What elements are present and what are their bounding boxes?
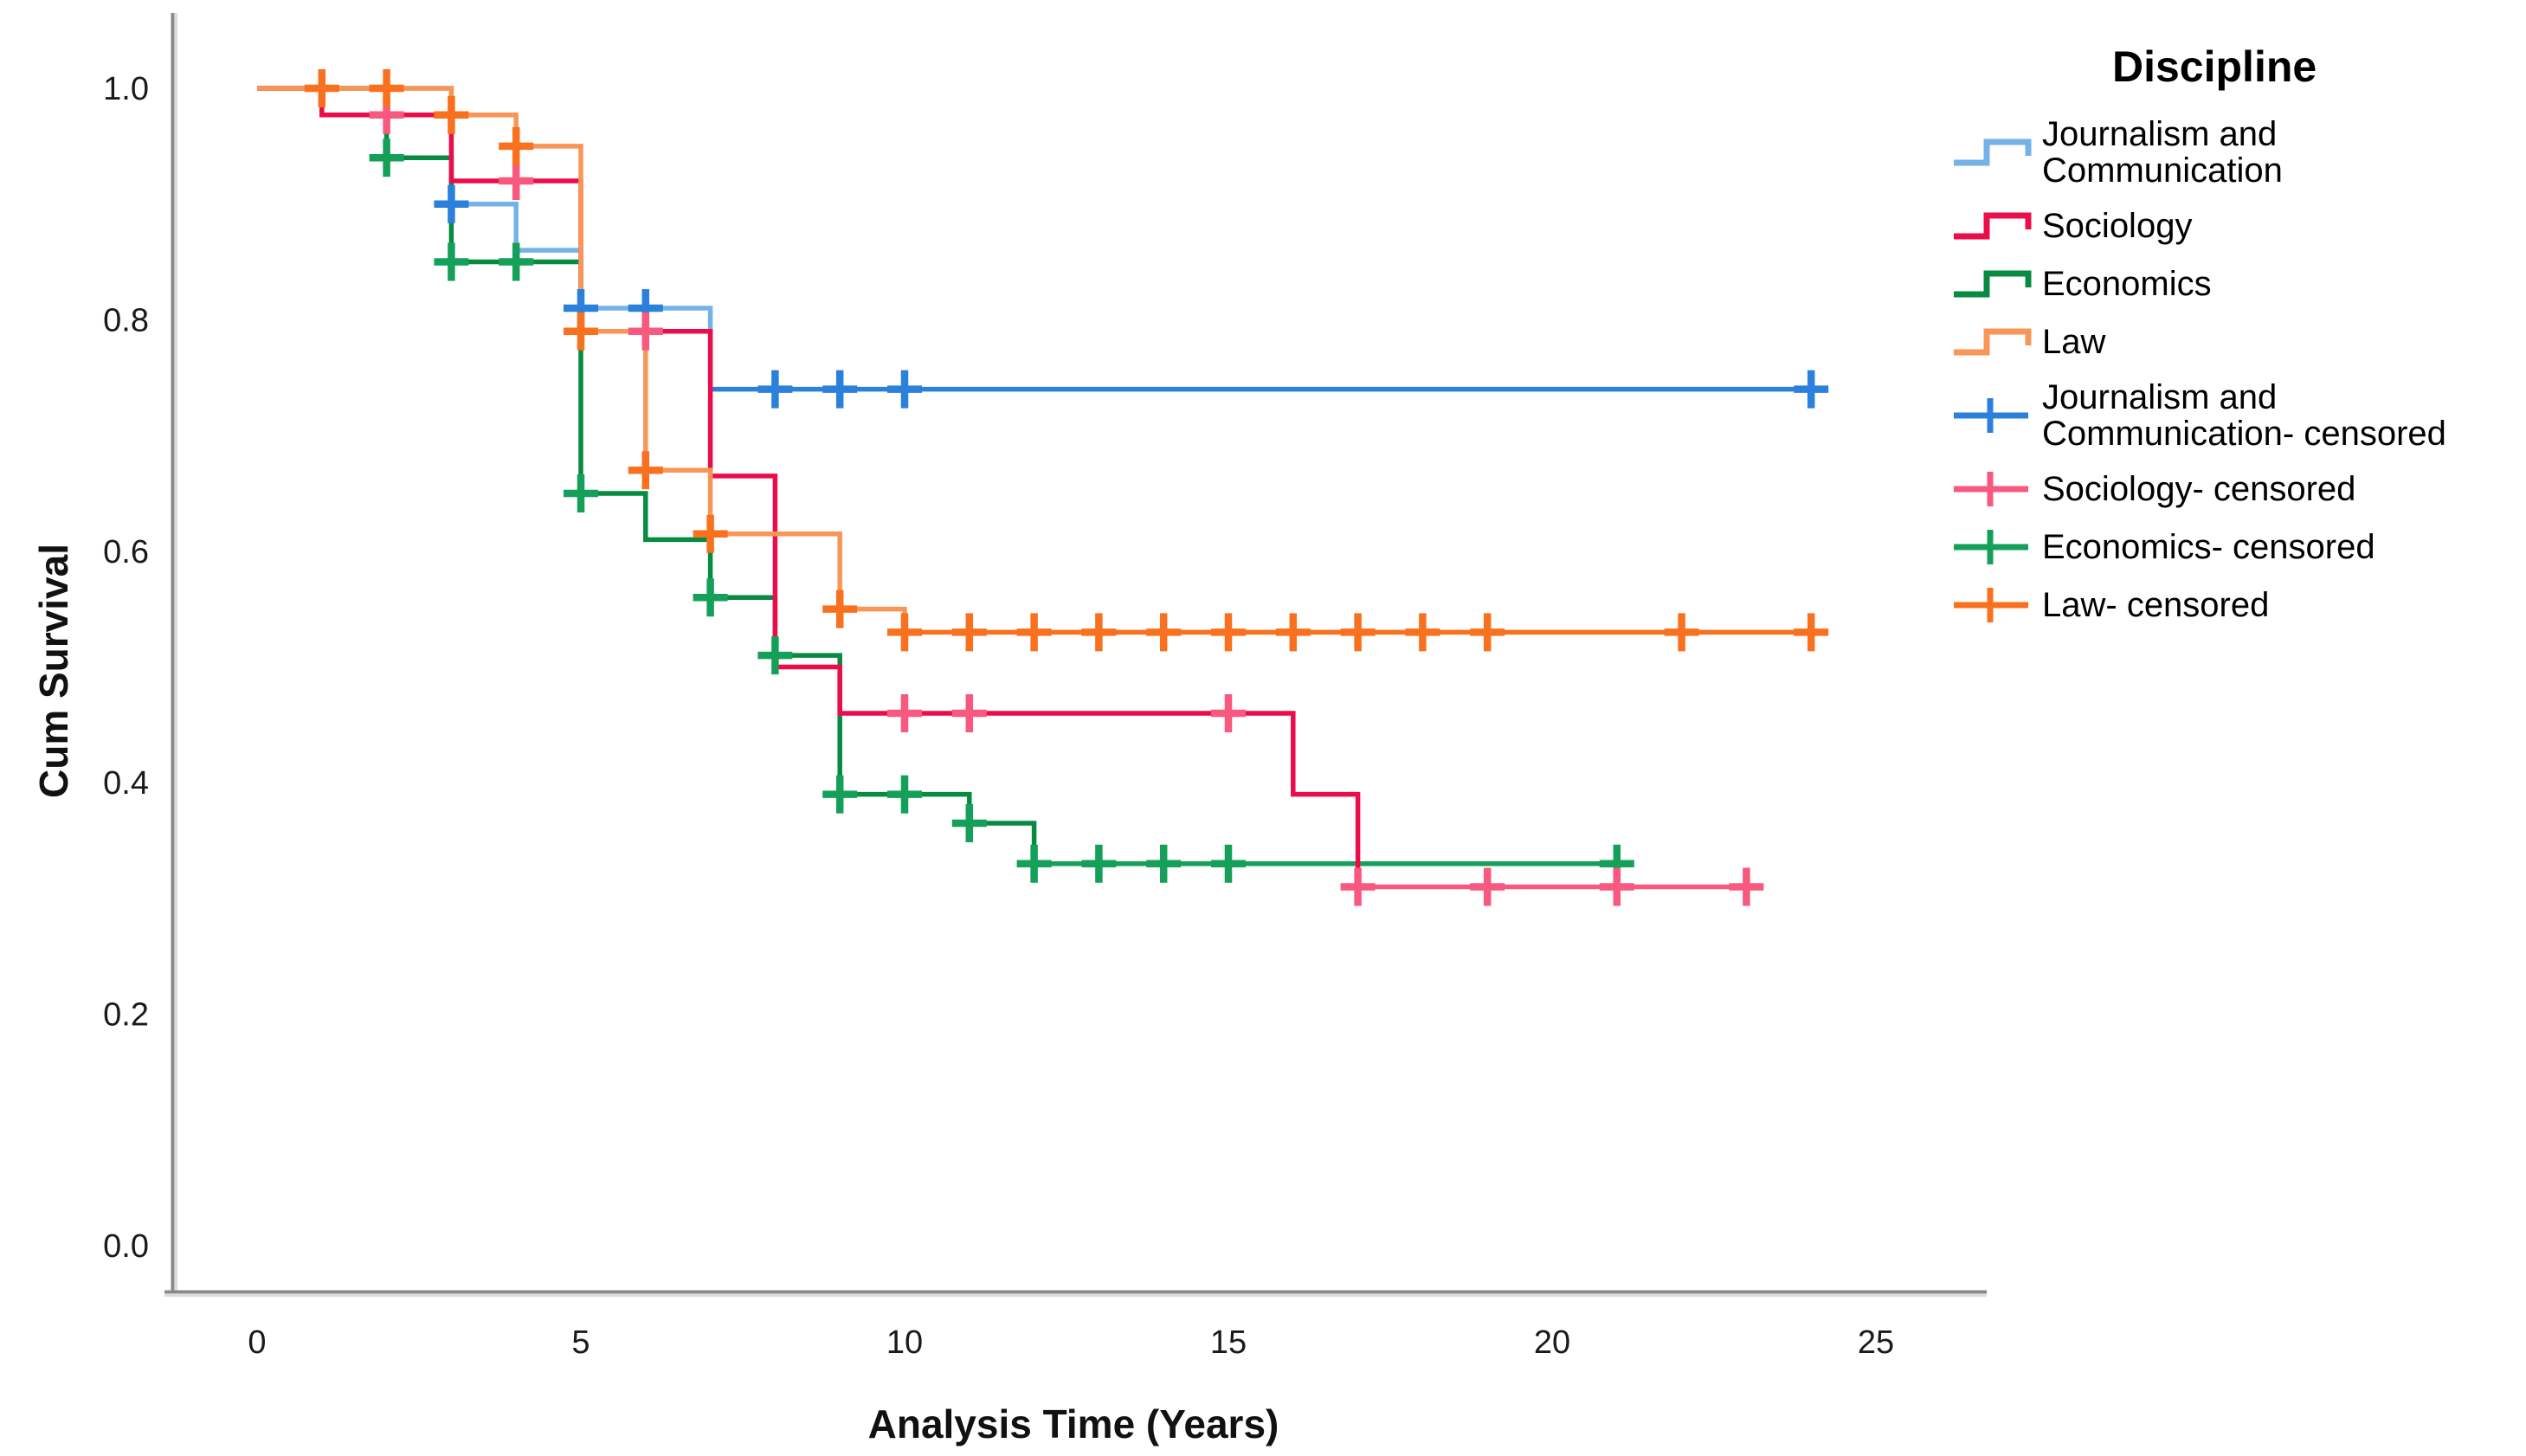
x-tick-label: 25 [1858,1324,1894,1361]
legend-title: Discipline [2112,42,2317,91]
legend-item-law-censored: Law- censored [1952,584,2523,626]
legend-step-line-icon [1954,328,2032,356]
x-axis-title: Analysis Time (Years) [867,1401,1279,1446]
legend-item-label: Economics [2042,265,2212,303]
x-tick-label: 20 [1534,1324,1570,1361]
x-tick-label: 0 [248,1324,266,1361]
legend-item-economics: Economics [1952,263,2523,305]
y-axis-title: Cum Survival [31,544,76,798]
x-tick-label: 15 [1210,1324,1247,1361]
legend-item-label: Law- censored [2042,586,2270,624]
y-tick-label: 1.0 [103,71,149,107]
legend-item-label: Law [2042,323,2106,361]
curve-sociology [257,86,1361,887]
legend-step-line-icon [1954,212,2032,240]
x-tick-label: 5 [571,1324,590,1361]
legend-step-line-icon [1954,270,2032,298]
legend-item-journalism-and-communication: Journalism and Communication [1952,116,2523,189]
legend-item-economics-censored: Economics- censored [1952,526,2523,568]
legend-step-line-icon [1954,139,2032,166]
y-tick-label: 0.2 [103,997,149,1034]
legend: Discipline Journalism and Communication S… [1952,42,2523,642]
legend-censored-plus-icon [1954,472,2028,506]
y-tick-label: 0.4 [103,765,149,802]
legend-item-label: Journalism and Communication- censored [2042,378,2446,453]
legend-item-label: Sociology- censored [2042,470,2356,508]
legend-item-label: Economics- censored [2042,528,2375,566]
legend-item-label: Sociology [2042,207,2193,245]
legend-item-law: Law [1952,321,2523,363]
legend-censored-plus-icon [1954,530,2028,564]
legend-censored-plus-icon [1954,588,2028,622]
legend-item-sociology: Sociology [1952,205,2523,247]
legend-item-label: Journalism and Communication [2042,115,2283,190]
y-tick-label: 0.0 [103,1228,149,1265]
legend-items: Journalism and Communication Sociology Eco… [1952,116,2523,626]
y-tick-label: 0.8 [103,302,149,338]
legend-item-sociology-censored: Sociology- censored [1952,468,2523,510]
legend-censored-plus-icon [1954,398,2028,433]
y-tick-label: 0.6 [103,534,149,570]
legend-item-journalism-and-communication-censored: Journalism and Communication- censored [1952,379,2523,452]
x-tick-label: 10 [886,1324,923,1361]
